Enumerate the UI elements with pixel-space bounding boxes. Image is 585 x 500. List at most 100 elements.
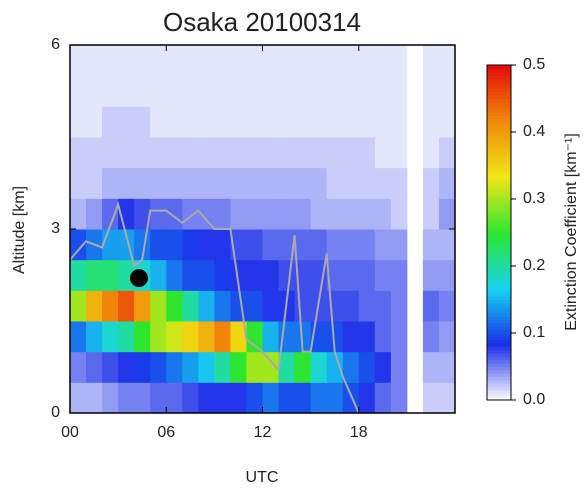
heat-cell xyxy=(118,106,135,137)
colorbar-cell xyxy=(487,152,511,156)
colorbar-cell xyxy=(487,159,511,163)
heat-cell xyxy=(230,106,247,137)
heat-cell xyxy=(423,45,440,76)
heat-cell xyxy=(295,229,312,260)
colorbar-cell xyxy=(487,356,511,360)
chart: Osaka 20100314 UTC Altitude [km] Extinct… xyxy=(0,0,585,495)
colorbar-cell xyxy=(487,323,511,327)
heat-cell xyxy=(150,352,167,383)
heat-cell xyxy=(439,106,456,137)
heat-cell xyxy=(343,321,360,352)
heat-cell xyxy=(214,352,231,383)
colorbar-cell xyxy=(487,189,511,193)
heat-cell xyxy=(343,106,360,137)
heat-cell xyxy=(70,76,87,107)
heat-cell xyxy=(70,106,87,137)
colorbar-cell xyxy=(487,303,511,307)
colorbar-cell xyxy=(487,112,511,116)
heat-cell xyxy=(150,198,167,229)
colorbar-cell xyxy=(487,72,511,76)
heat-cell xyxy=(214,382,231,413)
heat-cell xyxy=(230,352,247,383)
heat-cell xyxy=(70,45,87,76)
heat-cell xyxy=(198,260,215,291)
heat-cell xyxy=(86,76,103,107)
heat-cell xyxy=(246,290,263,321)
chart-title: Osaka 20100314 xyxy=(163,7,361,37)
heat-cell xyxy=(423,106,440,137)
heat-cell xyxy=(86,290,103,321)
heat-cell xyxy=(214,290,231,321)
colorbar-cell xyxy=(487,279,511,283)
colorbar-cell xyxy=(487,115,511,119)
y-tick-label: 0 xyxy=(51,404,60,421)
heat-cell xyxy=(375,321,392,352)
heat-cell xyxy=(118,76,135,107)
heat-cell xyxy=(295,45,312,76)
heat-cell xyxy=(375,229,392,260)
heat-cell xyxy=(343,45,360,76)
colorbar-cell xyxy=(487,243,511,247)
colorbar-cell xyxy=(487,300,511,304)
colorbar-cell xyxy=(487,135,511,139)
heat-cell xyxy=(246,106,263,137)
heat-cell xyxy=(439,321,456,352)
colorbar-cell xyxy=(487,233,511,237)
heat-cell xyxy=(423,76,440,107)
heat-cell xyxy=(391,229,408,260)
heat-cell xyxy=(182,168,199,199)
colorbar-cell xyxy=(487,236,511,240)
heat-cell xyxy=(279,137,296,168)
heat-cell xyxy=(214,168,231,199)
heat-cell xyxy=(423,352,440,383)
colorbar-cell xyxy=(487,212,511,216)
heat-cell xyxy=(359,290,376,321)
heat-cell xyxy=(86,198,103,229)
colorbar-cell xyxy=(487,246,511,250)
heat-cell xyxy=(182,260,199,291)
heat-cell xyxy=(423,260,440,291)
heat-cell xyxy=(118,382,135,413)
heat-cell xyxy=(263,198,280,229)
heat-cell xyxy=(86,137,103,168)
colorbar-cell xyxy=(487,202,511,206)
heat-cell xyxy=(198,290,215,321)
heat-cell xyxy=(102,229,119,260)
heat-cell xyxy=(423,229,440,260)
heat-cell xyxy=(246,260,263,291)
heat-cell xyxy=(214,260,231,291)
colorbar-cell xyxy=(487,350,511,354)
heat-cell xyxy=(214,45,231,76)
heat-cell xyxy=(214,198,231,229)
colorbar-cell xyxy=(487,92,511,96)
heat-cell xyxy=(343,76,360,107)
heat-cell xyxy=(70,137,87,168)
heat-cell xyxy=(166,106,183,137)
heat-cell xyxy=(134,45,151,76)
heat-cell xyxy=(295,352,312,383)
heat-cell xyxy=(246,45,263,76)
heat-cell xyxy=(375,382,392,413)
colorbar-label: Extinction Coefficient [km⁻¹] xyxy=(563,133,580,331)
heat-cell xyxy=(134,106,151,137)
heat-cell xyxy=(214,321,231,352)
heat-cell xyxy=(70,321,87,352)
heat-cell xyxy=(359,168,376,199)
colorbar-cell xyxy=(487,75,511,79)
heat-cell xyxy=(295,76,312,107)
heat-cell xyxy=(150,76,167,107)
heat-cell xyxy=(311,382,328,413)
heat-cell xyxy=(359,137,376,168)
heat-cell xyxy=(198,76,215,107)
colorbar-cell xyxy=(487,145,511,149)
colorbar-cell xyxy=(487,229,511,233)
heat-cell xyxy=(246,352,263,383)
heat-cell xyxy=(70,168,87,199)
heat-cell xyxy=(263,229,280,260)
heat-cell xyxy=(134,168,151,199)
heat-cell xyxy=(230,76,247,107)
heat-cell xyxy=(150,260,167,291)
colorbar-tick-label: 0.3 xyxy=(523,190,545,207)
heat-cell xyxy=(423,198,440,229)
heat-cell xyxy=(263,168,280,199)
